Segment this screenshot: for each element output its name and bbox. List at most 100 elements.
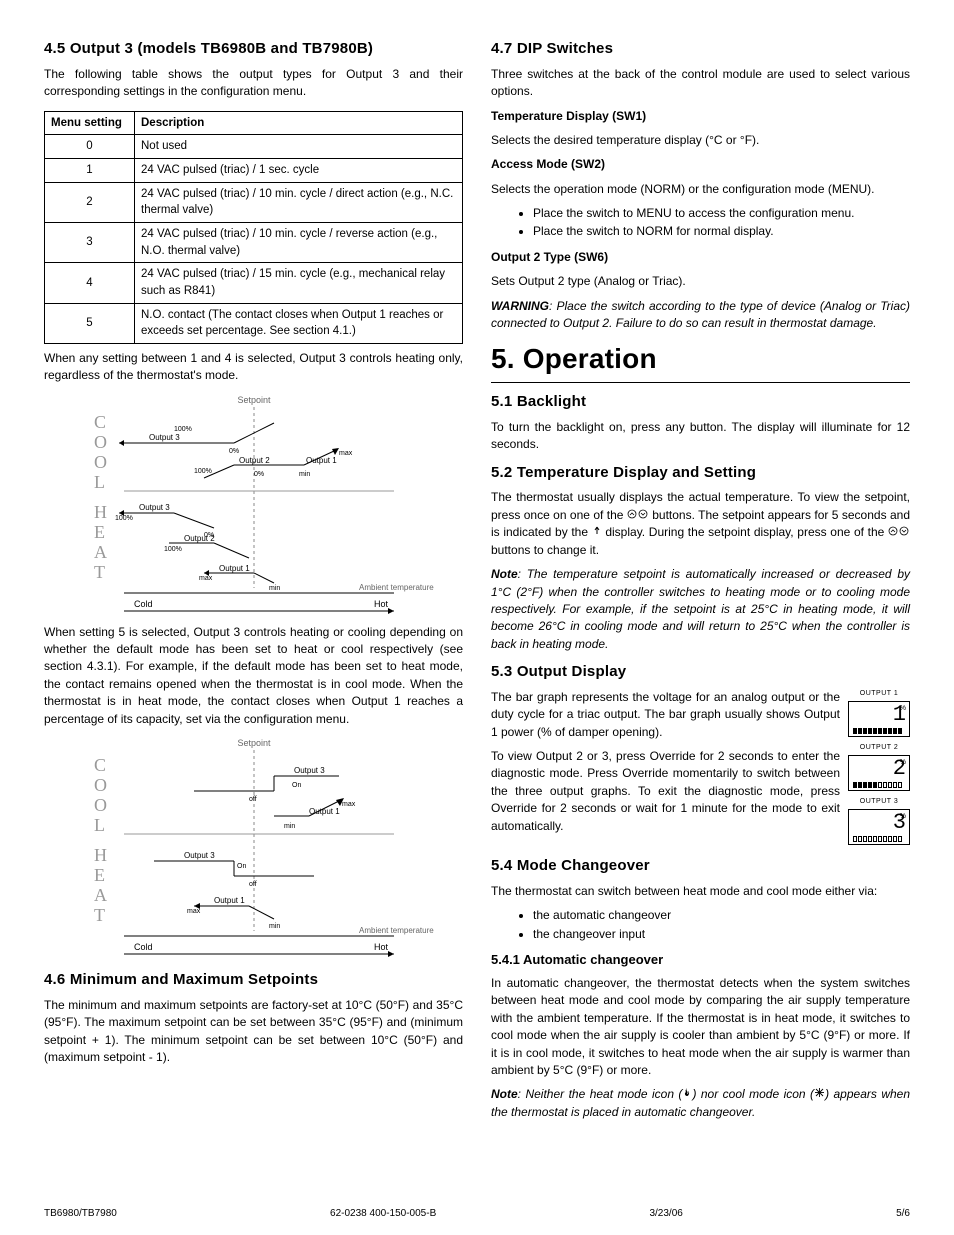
para: The minimum and maximum setpoints are fa… — [44, 997, 463, 1067]
output-display: OUTPUT 3%3 — [848, 797, 910, 845]
table-cell: 5 — [45, 303, 135, 343]
up-down-icon — [627, 507, 649, 524]
para: When setting 5 is selected, Output 3 con… — [44, 624, 463, 728]
svg-text:A: A — [94, 885, 107, 905]
sw6-b: Sets Output 2 type (Analog or Triac). — [491, 273, 910, 290]
svg-text:On: On — [237, 863, 246, 870]
note: Note: The temperature setpoint is automa… — [491, 566, 910, 653]
svg-text:Hot: Hot — [374, 599, 389, 609]
svg-text:100%: 100% — [115, 515, 133, 522]
svg-text:max: max — [199, 575, 213, 582]
para: Three switches at the back of the contro… — [491, 66, 910, 101]
snowflake-icon — [814, 1086, 825, 1103]
svg-text:O: O — [94, 432, 107, 452]
list-item: Place the switch to NORM for normal disp… — [533, 223, 910, 240]
table-cell: 24 VAC pulsed (triac) / 10 min. cycle / … — [135, 222, 463, 262]
para: To turn the backlight on, press any butt… — [491, 419, 910, 454]
svg-text:Output 3: Output 3 — [294, 766, 325, 775]
output-diagram-2: Setpoint COOL HEAT Output 3 On off Output … — [44, 736, 463, 961]
svg-text:min: min — [284, 823, 295, 830]
svg-text:H: H — [94, 845, 107, 865]
svg-text:O: O — [94, 452, 107, 472]
svg-text:E: E — [94, 522, 105, 542]
note: Note: Neither the heat mode icon () nor … — [491, 1086, 910, 1121]
sw2-b: Selects the operation mode (NORM) or the… — [491, 181, 910, 198]
page-footer: TB6980/TB7980 62-0238 400-150-005-B 3/23… — [44, 1207, 910, 1222]
list-item: Place the switch to MENU to access the c… — [533, 205, 910, 222]
heading-5-3: 5.3 Output Display — [491, 661, 910, 683]
svg-text:T: T — [94, 905, 105, 925]
svg-text:max: max — [339, 450, 353, 457]
heading-4-5: 4.5 Output 3 (models TB6980B and TB7980B… — [44, 38, 463, 60]
svg-text:C: C — [94, 412, 106, 432]
output-display: OUTPUT 1%1 — [848, 689, 910, 737]
up-down-icon — [888, 524, 910, 541]
footer-model: TB6980/TB7980 — [44, 1207, 117, 1222]
heading-5: 5. Operation — [491, 339, 910, 383]
sw2-list: Place the switch to MENU to access the c… — [533, 205, 910, 241]
svg-text:Output 1: Output 1 — [214, 896, 245, 905]
svg-text:Ambient temperature: Ambient temperature — [359, 583, 434, 592]
svg-text:Output 1: Output 1 — [219, 564, 250, 573]
svg-text:max: max — [342, 801, 356, 808]
heading-4-6: 4.6 Minimum and Maximum Setpoints — [44, 969, 463, 991]
svg-text:H: H — [94, 502, 107, 522]
svg-text:min: min — [269, 585, 280, 592]
th-desc: Description — [135, 111, 463, 135]
svg-text:100%: 100% — [174, 426, 192, 433]
list-item: the changeover input — [533, 926, 910, 943]
para: When any setting between 1 and 4 is sele… — [44, 350, 463, 385]
sw1-b: Selects the desired temperature display … — [491, 132, 910, 149]
para: The following table shows the output typ… — [44, 66, 463, 101]
heading-5-1: 5.1 Backlight — [491, 391, 910, 413]
para: The thermostat usually displays the actu… — [491, 489, 910, 559]
svg-text:0%: 0% — [229, 448, 239, 455]
svg-text:100%: 100% — [164, 546, 182, 553]
sw2-h: Access Mode (SW2) — [491, 156, 910, 173]
heading-5-4: 5.4 Mode Changeover — [491, 855, 910, 877]
heading-5-4-1: 5.4.1 Automatic changeover — [491, 951, 910, 970]
table-cell: 0 — [45, 135, 135, 159]
svg-text:Output 1: Output 1 — [306, 456, 337, 465]
mode-list: the automatic changeover the changeover … — [533, 907, 910, 943]
table-cell: N.O. contact (The contact closes when Ou… — [135, 303, 463, 343]
para: In automatic changeover, the thermostat … — [491, 975, 910, 1079]
footer-page: 5/6 — [896, 1207, 910, 1222]
output-display: OUTPUT 2%2 — [848, 743, 910, 791]
flame-icon — [682, 1086, 692, 1103]
table-cell: 2 — [45, 182, 135, 222]
footer-date: 3/23/06 — [649, 1207, 682, 1222]
svg-text:off: off — [249, 796, 257, 803]
table-cell: 24 VAC pulsed (triac) / 1 sec. cycle — [135, 158, 463, 182]
svg-text:0%: 0% — [254, 471, 264, 478]
svg-text:Setpoint: Setpoint — [237, 738, 271, 748]
svg-text:O: O — [94, 775, 107, 795]
para: The thermostat can switch between heat m… — [491, 883, 910, 900]
svg-text:E: E — [94, 865, 105, 885]
svg-text:min: min — [299, 471, 310, 478]
svg-text:L: L — [94, 472, 105, 492]
svg-text:T: T — [94, 562, 105, 582]
sw1-h: Temperature Display (SW1) — [491, 108, 910, 125]
table-cell: 4 — [45, 263, 135, 303]
svg-text:Output 1: Output 1 — [309, 807, 340, 816]
footer-docnum: 62-0238 400-150-005-B — [330, 1207, 436, 1222]
svg-text:On: On — [292, 782, 301, 789]
svg-text:C: C — [94, 755, 106, 775]
svg-text:Output 2: Output 2 — [239, 456, 270, 465]
table-cell: 24 VAC pulsed (triac) / 10 min. cycle / … — [135, 182, 463, 222]
svg-text:L: L — [94, 815, 105, 835]
output3-table: Menu setting Description 0Not used124 VA… — [44, 111, 463, 344]
sw6-h: Output 2 Type (SW6) — [491, 249, 910, 266]
list-item: the automatic changeover — [533, 907, 910, 924]
output-displays: OUTPUT 1%1 OUTPUT 2%2 OUTPUT 3%3 — [848, 689, 910, 851]
svg-text:O: O — [94, 795, 107, 815]
svg-text:Hot: Hot — [374, 942, 389, 952]
svg-text:100%: 100% — [194, 468, 212, 475]
heading-5-2: 5.2 Temperature Display and Setting — [491, 462, 910, 484]
heading-4-7: 4.7 DIP Switches — [491, 38, 910, 60]
svg-text:Output 3: Output 3 — [139, 503, 170, 512]
svg-text:Output 2: Output 2 — [184, 534, 215, 543]
svg-text:off: off — [249, 881, 257, 888]
table-cell: 24 VAC pulsed (triac) / 15 min. cycle (e… — [135, 263, 463, 303]
